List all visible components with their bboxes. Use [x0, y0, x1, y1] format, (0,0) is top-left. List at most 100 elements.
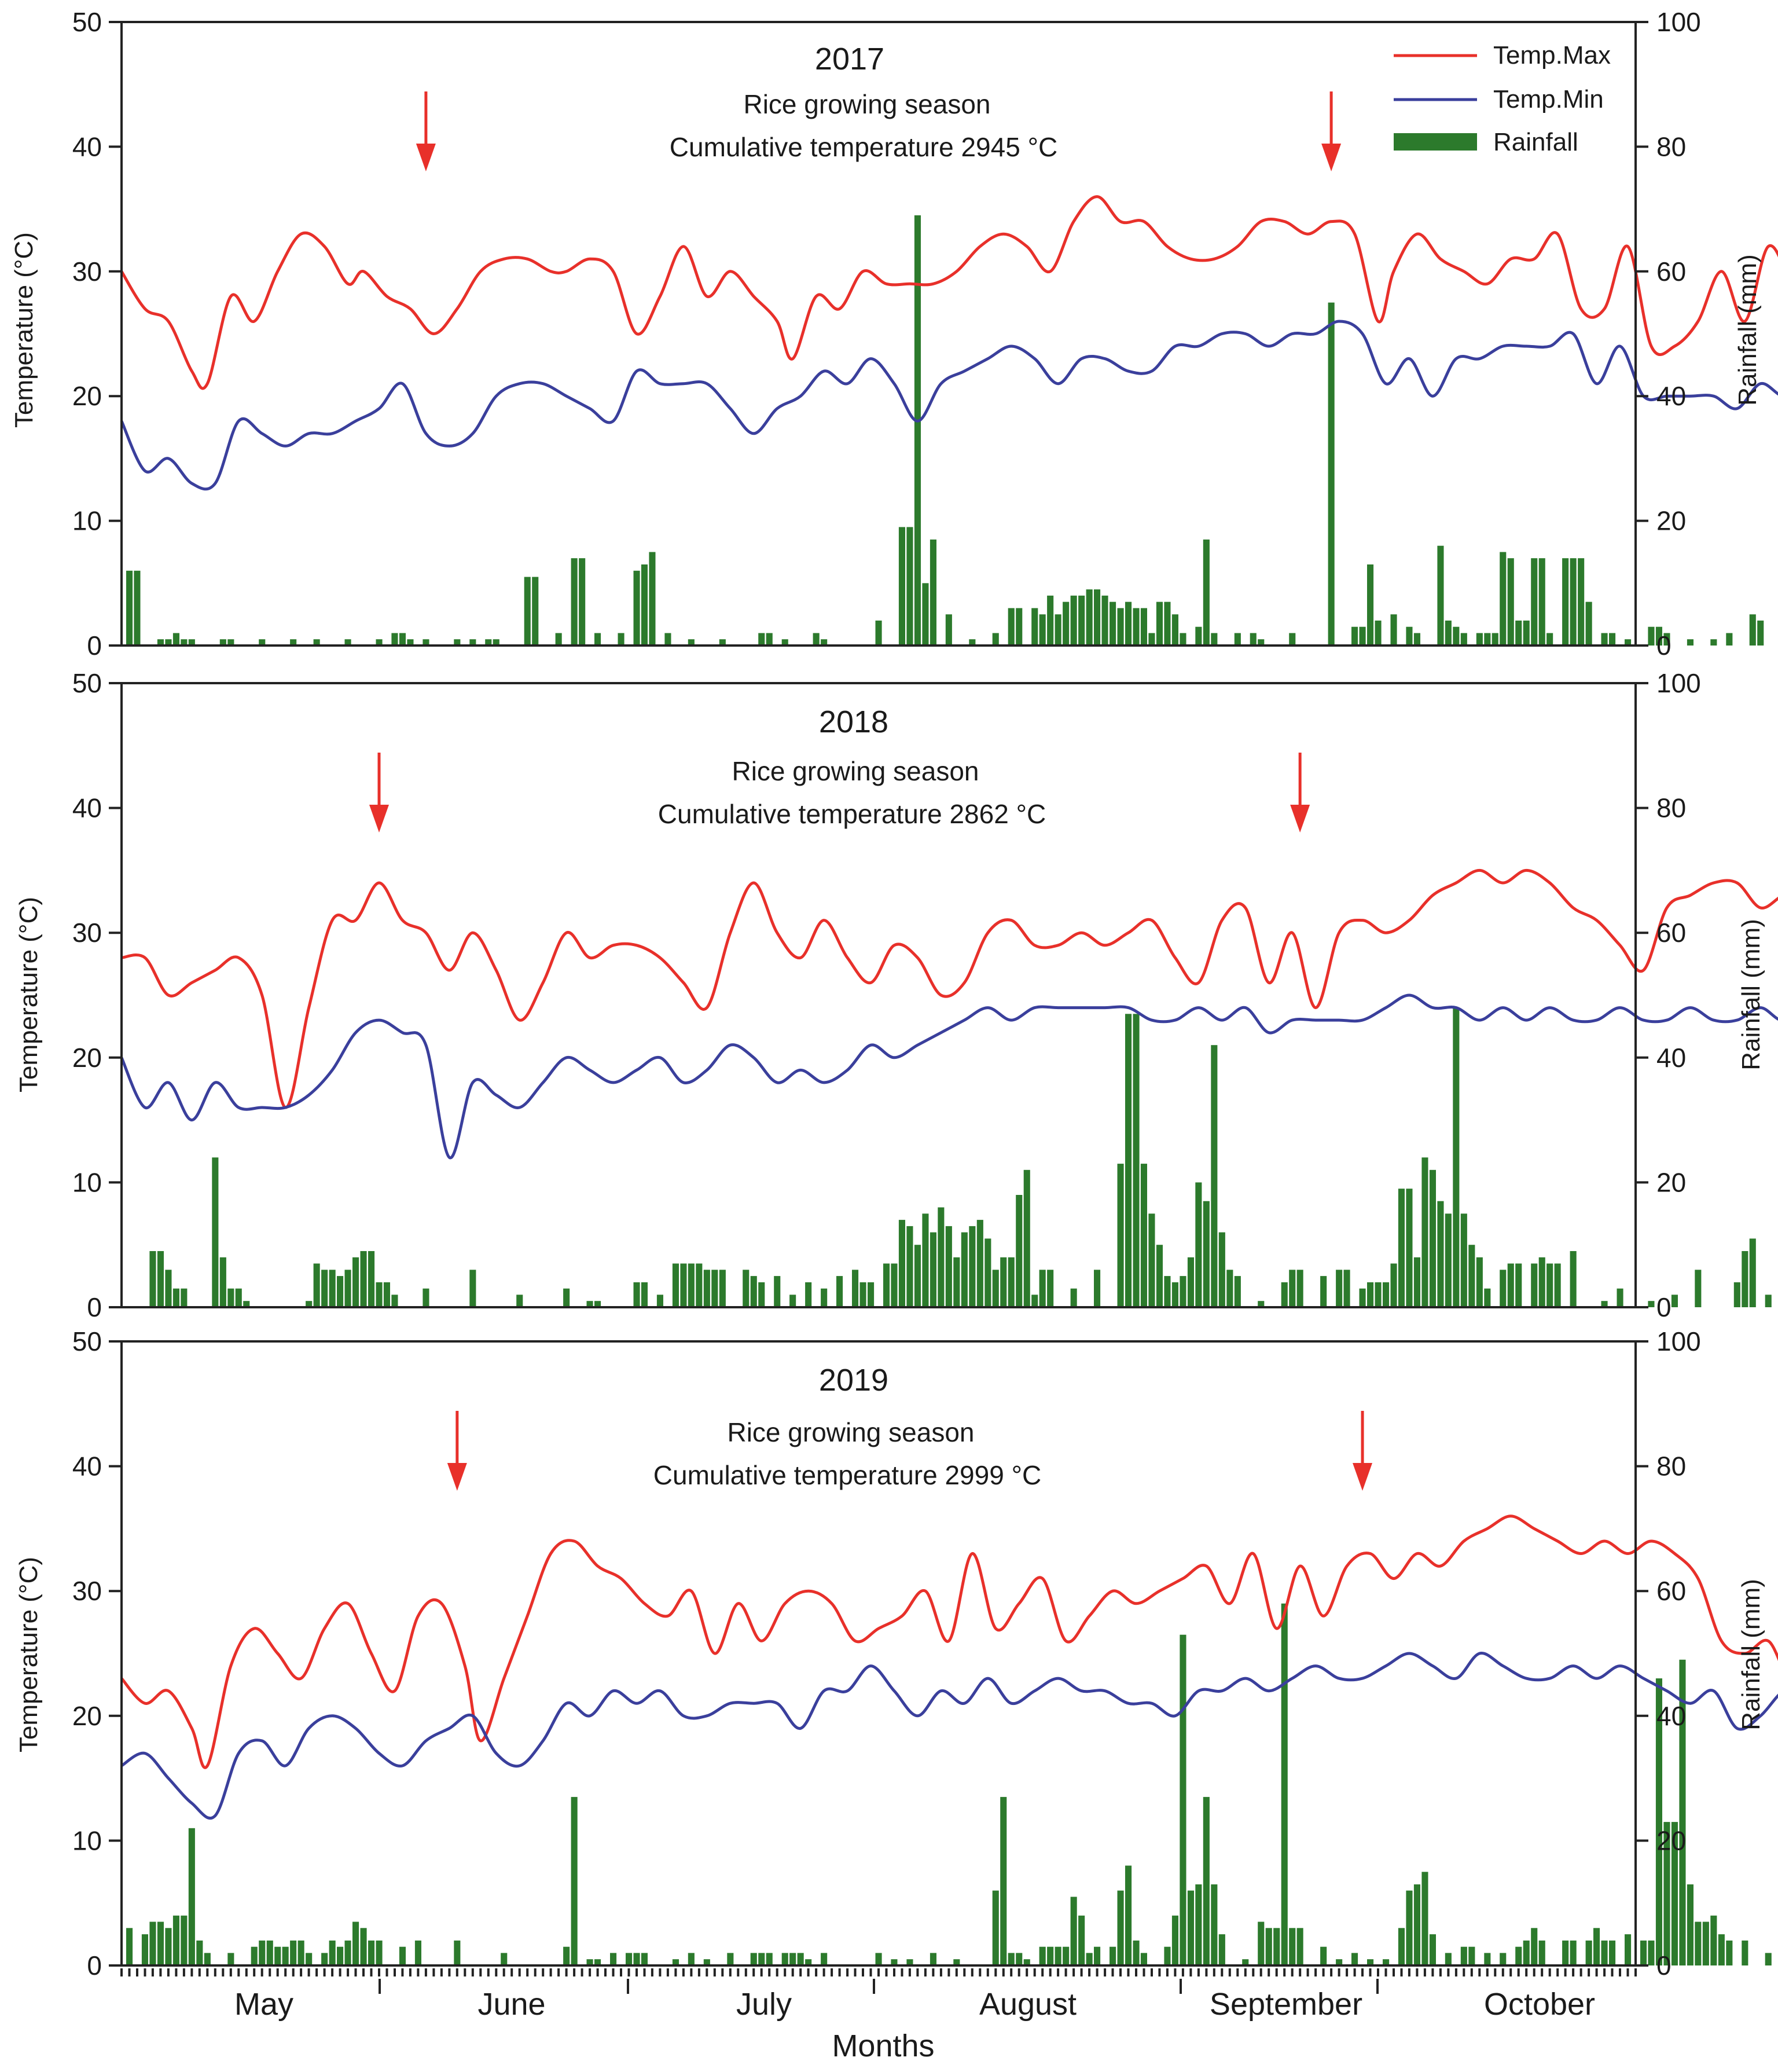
- rainfall-bar-2019-103: [1500, 1953, 1507, 1965]
- rainfall-bar-2018-95: [1343, 1270, 1350, 1307]
- rainfall-bar-2017-4: [172, 633, 179, 646]
- left-tick-label-2019-40: 40: [72, 1451, 102, 1481]
- rainfall-bar-2017-107: [1648, 626, 1655, 646]
- rainfall-bar-2017-18: [454, 639, 461, 646]
- rainfall-bar-2017-39: [821, 639, 828, 646]
- rainfall-bar-2017-83: [1390, 614, 1397, 646]
- rainfall-bar-2018-63: [992, 1270, 999, 1307]
- right-tick-label-2019-100: 100: [1656, 1326, 1701, 1356]
- rainfall-bar-2018-105: [1429, 1169, 1436, 1307]
- rainfall-bar-2017-9: [259, 639, 266, 646]
- rainfall-bar-2018-93: [1320, 1276, 1327, 1307]
- rainfall-bar-2017-26: [579, 558, 586, 646]
- rainfall-bar-2018-13: [329, 1270, 336, 1307]
- panel-title-2017: 2017: [815, 42, 884, 76]
- axis-ticks-2018: 0 10 20 30 40 50 0 20 40 60 80 100: [72, 668, 1701, 1322]
- rainfall-bar-2017-2: [157, 639, 164, 646]
- rainfall-bar-2018-68: [1031, 1294, 1038, 1307]
- rainfall-bar-2018-34: [696, 1263, 703, 1307]
- rainfall-bar-2017-43: [914, 215, 921, 646]
- rainfall-bar-2019-32: [571, 1796, 578, 1965]
- rainfall-bar-2019-13: [266, 1940, 273, 1965]
- rainfall-bar-2018-97: [1367, 1282, 1374, 1307]
- legend: Temp.Max Temp.Min Rainfall: [1394, 41, 1611, 156]
- rainfall-bar-2019-101: [1468, 1946, 1475, 1965]
- rainfall-bar-2018-80: [1171, 1282, 1178, 1307]
- legend-rainfall-label: Rainfall: [1493, 128, 1578, 156]
- y-axis-label-right-2017: Rainfall (mm): [1733, 254, 1762, 406]
- rainfall-bar-2017-99: [1546, 633, 1553, 646]
- rainfall-bar-2018-50: [891, 1263, 898, 1307]
- rainfall-bar-2018-60: [969, 1226, 976, 1307]
- rainfall-bar-2019-108: [1562, 1940, 1569, 1965]
- rainfall-bar-2018-4: [181, 1288, 188, 1307]
- right-tick-label-2019-80: 80: [1656, 1451, 1686, 1481]
- rainfall-bar-2017-8: [227, 639, 234, 646]
- rainfall-bar-2018-99: [1383, 1282, 1390, 1307]
- rainfall-bar-2019-37: [633, 1953, 640, 1965]
- rainfall-bar-2017-104: [1601, 633, 1608, 646]
- rainfall-bar-2019-128: [1765, 1953, 1772, 1965]
- right-tick-label-2018-0: 0: [1656, 1292, 1672, 1322]
- rainfall-bar-2017-44: [922, 583, 929, 646]
- rainfall-bar-2019-71: [1125, 1865, 1132, 1965]
- rainfall-bar-2019-81: [1218, 1934, 1225, 1965]
- rainfall-bar-2017-86: [1437, 545, 1444, 646]
- rainfall-bar-2018-69: [1039, 1270, 1046, 1307]
- rainfall-bar-2017-77: [1289, 633, 1296, 646]
- rainfall-bar-2018-121: [1601, 1301, 1608, 1307]
- left-tick-label-2017-0: 0: [87, 630, 102, 661]
- rainfall-bar-2017-113: [1749, 614, 1756, 646]
- rainfall-bar-2019-35: [610, 1953, 617, 1965]
- right-tick-label-2017-80: 80: [1656, 131, 1686, 162]
- rainfall-bar-2017-11: [313, 639, 320, 646]
- month-label-june: June: [477, 1987, 545, 2022]
- right-tick-label-2017-0: 0: [1656, 630, 1672, 661]
- panel-title-2018: 2018: [819, 705, 888, 739]
- season-arrows-2018: [369, 753, 1310, 833]
- rainfall-bar-2017-62: [1117, 608, 1124, 646]
- rainfall-bar-2017-21: [493, 639, 499, 646]
- rainfall-bar-2018-117: [1538, 1257, 1545, 1307]
- season-label-2019: Rice growing season: [727, 1417, 974, 1447]
- cumulative-temp-2019: Cumulative temperature 2999 °C: [653, 1460, 1041, 1490]
- rainfall-bar-2017-22: [524, 577, 531, 646]
- right-tick-label-2018-60: 60: [1656, 918, 1686, 948]
- rainfall-bar-2019-75: [1171, 1915, 1178, 1965]
- rainfall-bar-2019-1: [141, 1934, 148, 1965]
- rainfall-bar-2018-103: [1413, 1257, 1420, 1307]
- rainfall-bar-2017-31: [649, 552, 656, 646]
- legend-temp-min-label: Temp.Min: [1493, 85, 1604, 113]
- rainfall-bar-2019-39: [672, 1959, 679, 1965]
- rainfall-bar-2019-86: [1281, 1603, 1288, 1965]
- rainfall-bar-2019-18: [306, 1953, 313, 1965]
- rainfall-bar-2019-24: [360, 1928, 367, 1965]
- y-axis-label-left-2017: Temperature (°C): [10, 232, 38, 428]
- rainfall-bar-2018-11: [313, 1263, 320, 1307]
- rainfall-bar-2018-29: [641, 1282, 648, 1307]
- rainfall-bar-2019-5: [172, 1915, 179, 1965]
- rainfall-bar-2019-25: [368, 1940, 375, 1965]
- rainfall-bar-2017-74: [1234, 633, 1241, 646]
- left-tick-label-2019-10: 10: [72, 1825, 102, 1855]
- rainfall-bar-2018-88: [1234, 1276, 1241, 1307]
- rainfall-bar-2019-92: [1367, 1959, 1374, 1965]
- rainfall-bar-2019-45: [766, 1953, 773, 1965]
- rainfall-bar-2017-14: [391, 633, 398, 646]
- rainfall-bar-2018-42: [789, 1294, 796, 1307]
- rainfall-bar-2018-72: [1094, 1270, 1101, 1307]
- rainfall-bar-2019-55: [953, 1959, 960, 1965]
- rainfall-bar-2017-58: [1086, 589, 1093, 646]
- rainfall-bar-2018-39: [750, 1276, 757, 1307]
- rainfall-bar-2019-44: [758, 1953, 765, 1965]
- rainfall-bar-2017-45: [930, 539, 936, 646]
- rainfall-bar-2019-60: [1023, 1959, 1030, 1965]
- rainfall-bar-2017-24: [555, 633, 562, 646]
- rainfall-bar-2018-6: [219, 1257, 226, 1307]
- rainfall-bar-2018-106: [1437, 1201, 1444, 1307]
- rainfall-bar-2017-109: [1663, 633, 1670, 646]
- rainfall-bar-2018-31: [672, 1263, 679, 1307]
- rainfall-bar-2018-43: [805, 1282, 812, 1307]
- rainfall-bar-2019-62: [1047, 1946, 1054, 1965]
- rainfall-bar-2018-114: [1507, 1263, 1514, 1307]
